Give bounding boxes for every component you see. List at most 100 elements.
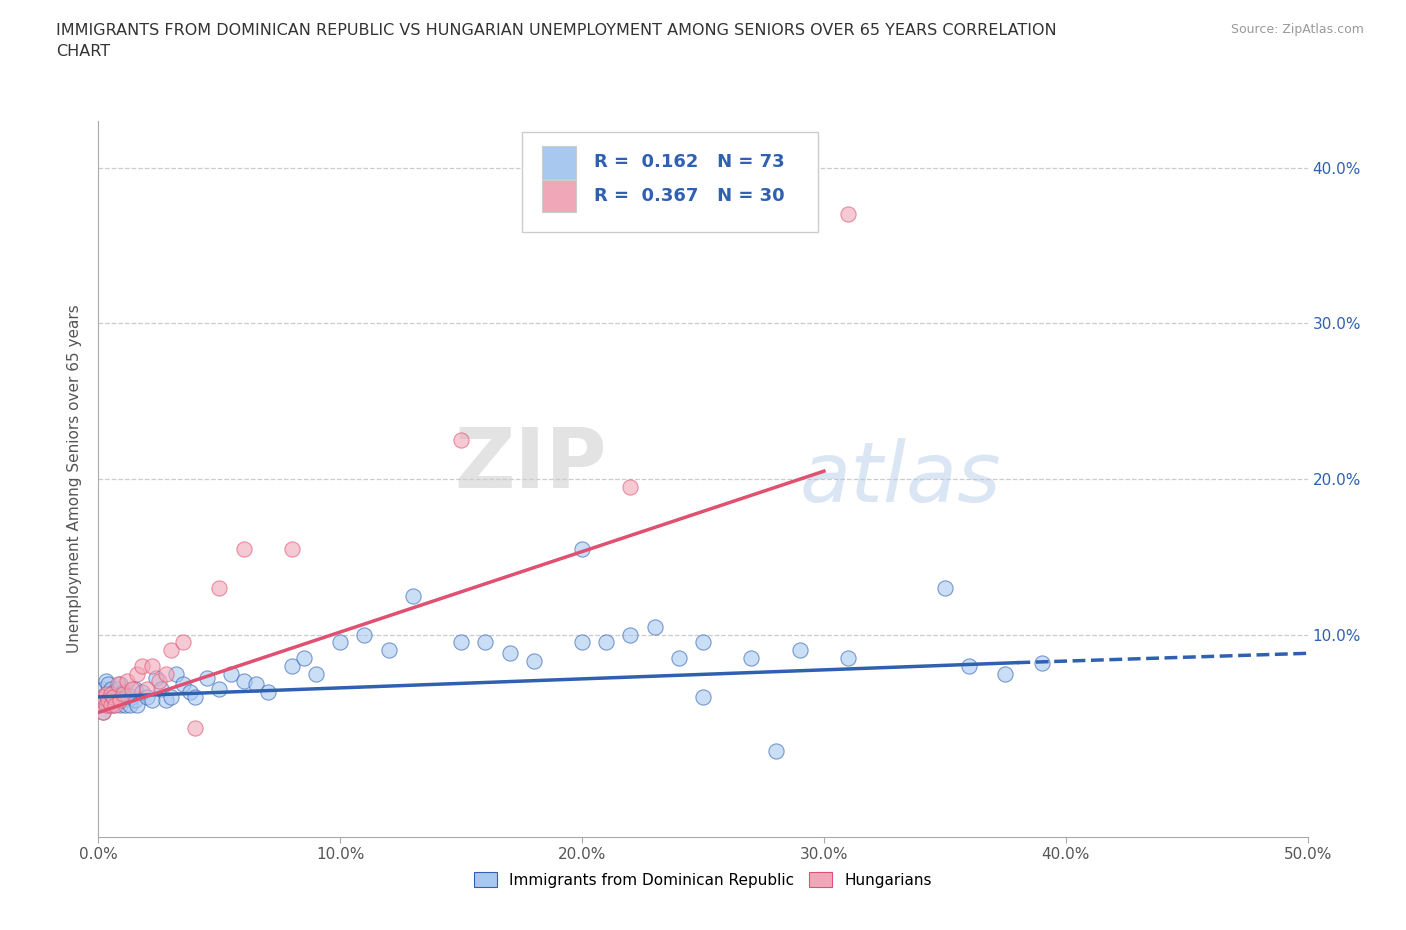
- Point: [100, 682, 122, 697]
- Point: [94, 693, 117, 708]
- Point: [100, 693, 122, 708]
- Point: [121, 682, 143, 697]
- Point: [305, 666, 328, 681]
- Text: Source: ZipAtlas.com: Source: ZipAtlas.com: [1230, 23, 1364, 36]
- Point: [97, 698, 120, 712]
- Point: [329, 635, 352, 650]
- Point: [145, 671, 167, 685]
- Point: [94, 698, 117, 712]
- Point: [94, 674, 117, 689]
- Point: [117, 674, 139, 689]
- Point: [127, 666, 149, 681]
- Point: [141, 658, 163, 673]
- Point: [101, 686, 124, 701]
- Point: [281, 658, 304, 673]
- Point: [934, 580, 956, 595]
- Point: [101, 698, 124, 712]
- Point: [108, 677, 131, 692]
- Point: [94, 686, 117, 701]
- Point: [117, 686, 139, 701]
- Point: [118, 698, 141, 712]
- Point: [353, 627, 375, 642]
- FancyBboxPatch shape: [522, 132, 818, 232]
- Point: [100, 689, 122, 704]
- Point: [765, 744, 787, 759]
- Point: [121, 689, 143, 704]
- Point: [150, 682, 173, 697]
- Point: [450, 635, 472, 650]
- Point: [127, 698, 149, 712]
- Point: [195, 671, 218, 685]
- Point: [837, 651, 859, 666]
- Point: [91, 682, 114, 697]
- Point: [155, 693, 177, 708]
- Point: [172, 635, 194, 650]
- Point: [90, 693, 112, 708]
- Point: [232, 674, 254, 689]
- Point: [160, 643, 183, 658]
- Point: [90, 689, 112, 704]
- Point: [172, 677, 194, 692]
- Point: [107, 677, 129, 692]
- Point: [135, 682, 157, 697]
- Point: [402, 589, 425, 604]
- Point: [97, 684, 120, 699]
- Point: [595, 635, 617, 650]
- Point: [111, 693, 134, 708]
- Point: [208, 682, 231, 697]
- Point: [740, 651, 762, 666]
- Point: [789, 643, 811, 658]
- Point: [184, 721, 207, 736]
- Point: [619, 627, 641, 642]
- Point: [160, 689, 183, 704]
- Point: [450, 432, 472, 447]
- Point: [668, 651, 690, 666]
- Point: [245, 677, 267, 692]
- Legend: Immigrants from Dominican Republic, Hungarians: Immigrants from Dominican Republic, Hung…: [468, 866, 938, 894]
- Point: [155, 666, 177, 681]
- Text: R =  0.367   N = 30: R = 0.367 N = 30: [595, 187, 785, 206]
- Point: [91, 705, 114, 720]
- Point: [97, 693, 120, 708]
- Point: [179, 684, 201, 699]
- Point: [165, 666, 187, 681]
- FancyBboxPatch shape: [543, 180, 576, 212]
- Point: [141, 693, 163, 708]
- Point: [957, 658, 980, 673]
- Point: [91, 705, 114, 720]
- Point: [292, 651, 315, 666]
- Point: [474, 635, 496, 650]
- Point: [571, 541, 593, 556]
- Point: [101, 689, 124, 704]
- Point: [104, 684, 127, 698]
- Point: [100, 698, 122, 712]
- Point: [644, 619, 666, 634]
- Point: [107, 682, 129, 697]
- Text: ZIP: ZIP: [454, 424, 606, 505]
- Point: [281, 541, 304, 556]
- Point: [232, 541, 254, 556]
- Y-axis label: Unemployment Among Seniors over 65 years: Unemployment Among Seniors over 65 years: [67, 305, 83, 653]
- Point: [619, 479, 641, 494]
- Point: [124, 682, 146, 697]
- Point: [131, 684, 153, 699]
- Point: [97, 677, 120, 692]
- Point: [94, 686, 117, 701]
- Text: IMMIGRANTS FROM DOMINICAN REPUBLIC VS HUNGARIAN UNEMPLOYMENT AMONG SENIORS OVER : IMMIGRANTS FROM DOMINICAN REPUBLIC VS HU…: [56, 23, 1057, 60]
- FancyBboxPatch shape: [543, 146, 576, 179]
- Point: [571, 635, 593, 650]
- Point: [104, 698, 127, 712]
- Point: [692, 689, 714, 704]
- Text: atlas: atlas: [800, 438, 1001, 520]
- Point: [994, 666, 1017, 681]
- Point: [221, 666, 243, 681]
- Point: [114, 698, 136, 712]
- Point: [148, 674, 170, 689]
- Point: [131, 658, 153, 673]
- Point: [111, 684, 134, 699]
- Point: [692, 635, 714, 650]
- Point: [91, 689, 114, 704]
- Point: [256, 684, 278, 699]
- Point: [498, 645, 520, 660]
- Point: [837, 206, 859, 221]
